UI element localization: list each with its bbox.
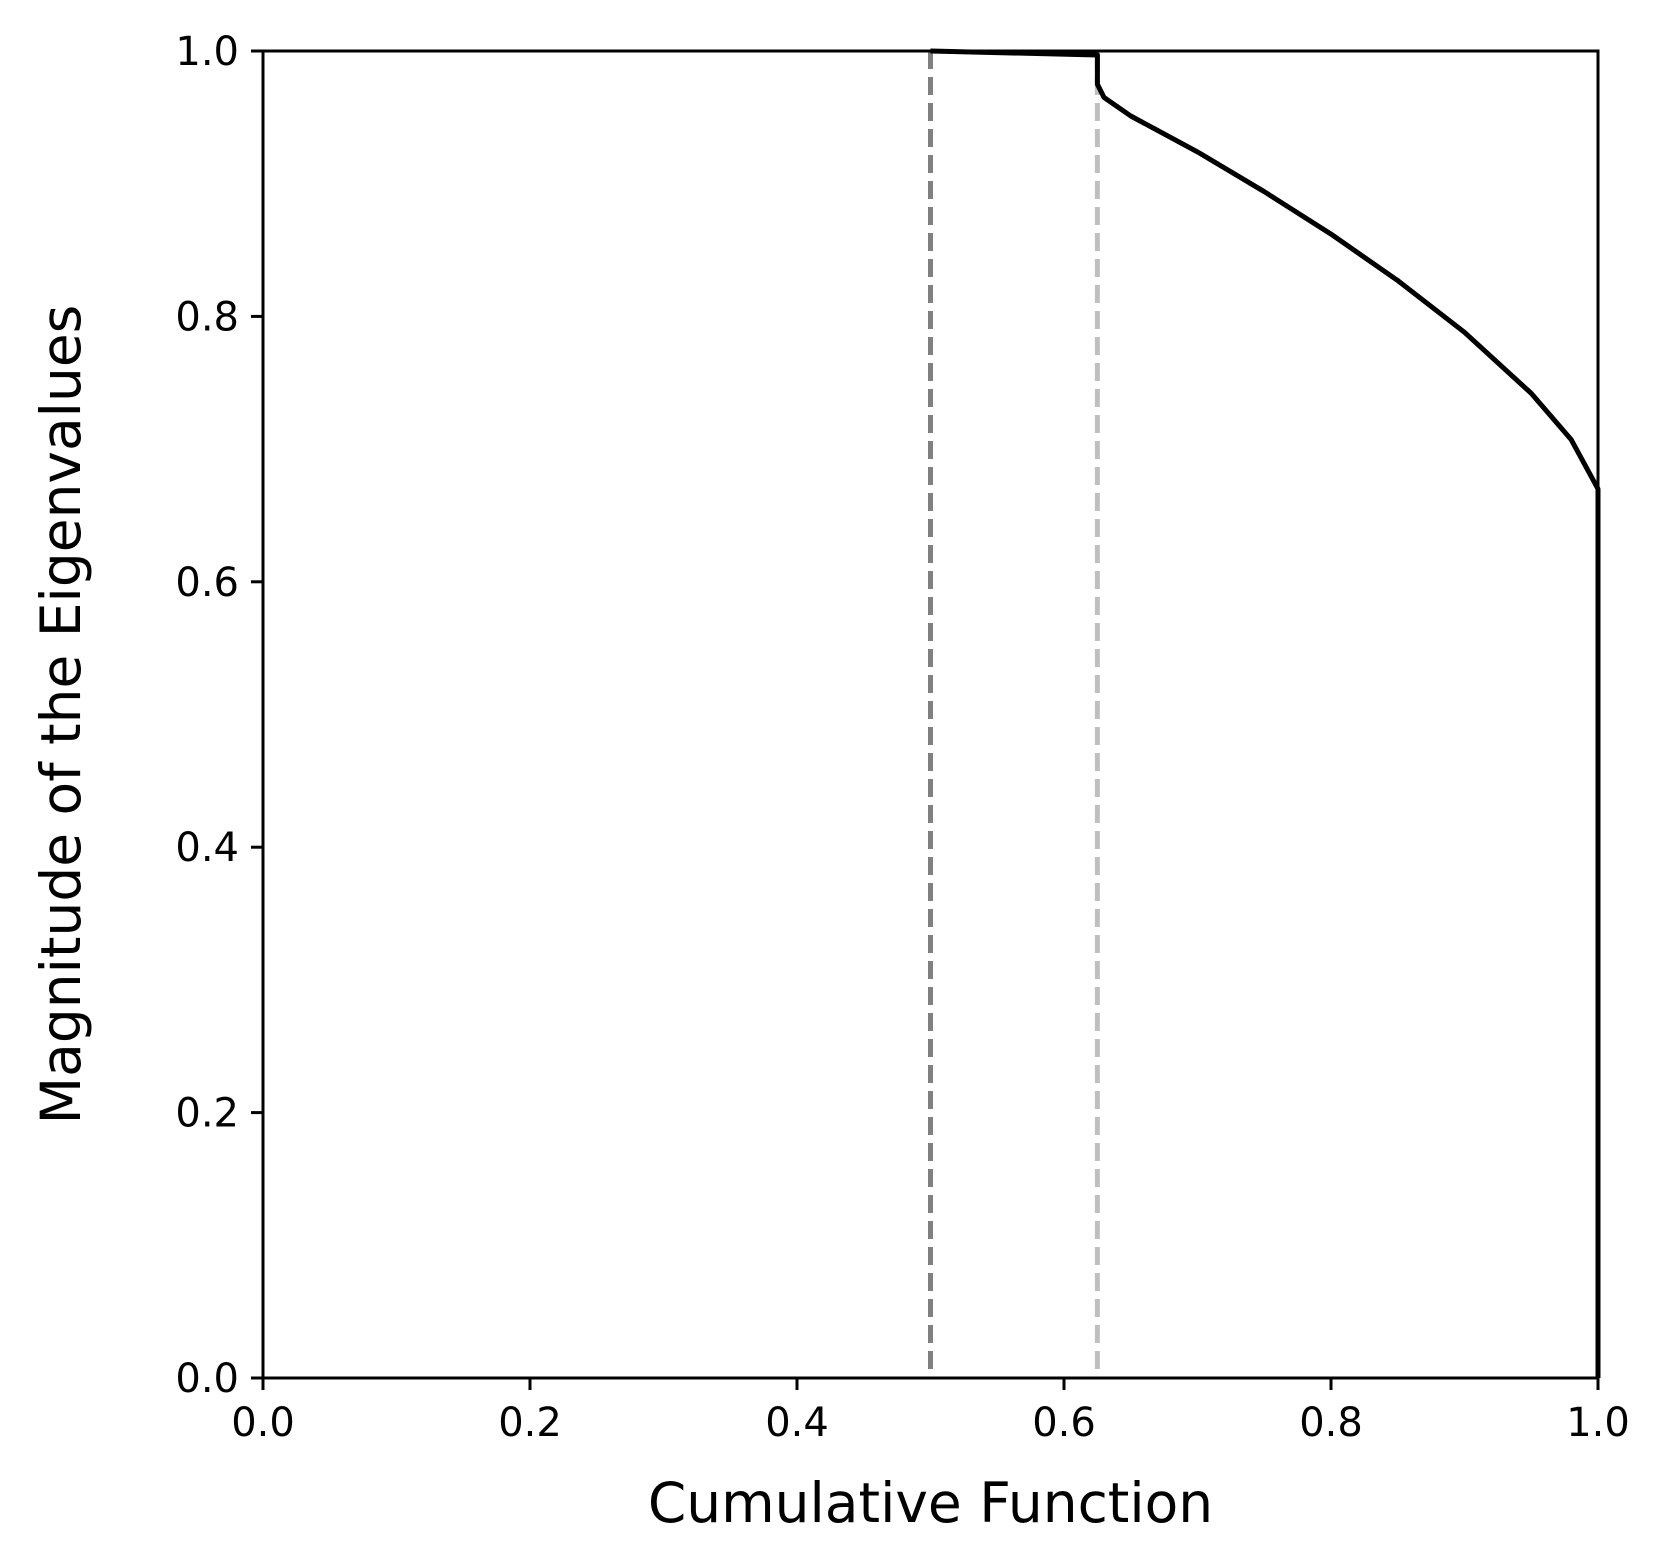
x-tick-label: 0.6 — [1032, 1400, 1096, 1446]
y-tick-label: 0.4 — [175, 825, 239, 871]
y-tick-label: 1.0 — [175, 29, 239, 75]
x-tick-label: 1.0 — [1566, 1400, 1630, 1446]
x-tick-label: 0.2 — [498, 1400, 562, 1446]
y-tick-label: 0.6 — [175, 560, 239, 606]
axes-frame — [261, 49, 1600, 1380]
axis-ticks: 0.0 0.2 0.4 0.6 0.8 1.0 0.0 0.2 0.4 0.6 0.8 1.0 — [175, 29, 1629, 1446]
x-tick-label: 0.8 — [1299, 1400, 1363, 1446]
x-tick-label: 0.0 — [231, 1400, 295, 1446]
y-tick-label: 0.8 — [175, 294, 239, 340]
y-tick-label: 0.2 — [175, 1091, 239, 1137]
y-tick-label: 0.0 — [175, 1356, 239, 1402]
plot-area — [261, 48, 1601, 1380]
y-axis-title: Magnitude of the Eigenvalues — [29, 305, 93, 1125]
series-line-1 — [930, 48, 1601, 1378]
x-axis-title: Cumulative Function — [648, 1471, 1213, 1535]
x-tick-label: 0.4 — [765, 1400, 829, 1446]
